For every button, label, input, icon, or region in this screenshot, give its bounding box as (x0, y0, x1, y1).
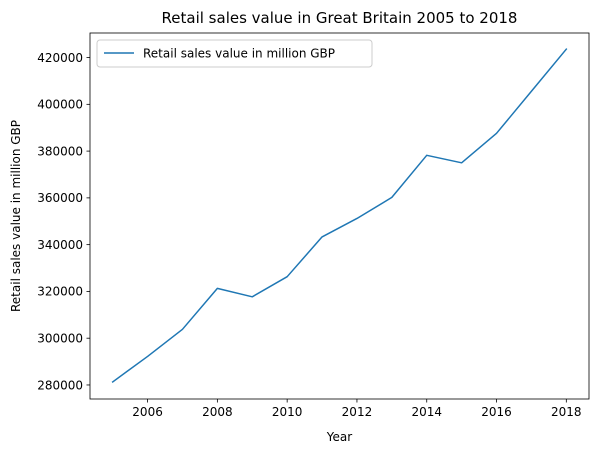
x-tick-label: 2014 (411, 405, 442, 419)
data-point (496, 133, 498, 135)
y-tick-label: 280000 (37, 378, 83, 392)
series-layer (111, 48, 568, 383)
legend: Retail sales value in million GBP (96, 39, 373, 68)
data-point (356, 218, 358, 220)
data-point (531, 90, 533, 92)
plot-frame (89, 32, 590, 400)
series-line (111, 48, 568, 383)
chart-title: Retail sales value in Great Britain 2005… (162, 9, 518, 27)
data-point (286, 276, 288, 278)
legend-box (96, 39, 373, 68)
x-tick-label: 2012 (342, 405, 373, 419)
data-point (461, 162, 463, 164)
legend-entry-label: Retail sales value in million GBP (143, 47, 335, 61)
plot-area (89, 32, 590, 400)
data-point (251, 296, 253, 298)
data-point (147, 356, 149, 358)
y-axis: 280000 300000 320000 340000 360000 380000 4000… (37, 51, 90, 392)
data-point (391, 197, 393, 199)
x-tick-label: 2006 (132, 405, 163, 419)
x-axis: 2006 2008 2010 2012 2014 2016 2018 (132, 399, 582, 419)
data-point (182, 329, 184, 331)
y-tick-label: 360000 (37, 191, 83, 205)
y-tick-label: 320000 (37, 285, 83, 299)
y-tick-label: 340000 (37, 238, 83, 252)
x-tick-label: 2018 (551, 405, 582, 419)
data-point (321, 236, 323, 238)
x-tick-label: 2010 (272, 405, 303, 419)
x-tick-label: 2008 (202, 405, 233, 419)
y-tick-label: 300000 (37, 331, 83, 345)
y-axis-label: Retail sales value in million GBP (9, 120, 23, 312)
data-point (112, 381, 114, 383)
y-tick-label: 380000 (37, 144, 83, 158)
y-tick-label: 400000 (37, 98, 83, 112)
data-point (426, 155, 428, 157)
x-axis-label: Year (326, 430, 352, 444)
data-point (566, 48, 568, 50)
x-tick-label: 2016 (481, 405, 512, 419)
y-tick-label: 420000 (37, 51, 83, 65)
data-point (217, 288, 219, 290)
